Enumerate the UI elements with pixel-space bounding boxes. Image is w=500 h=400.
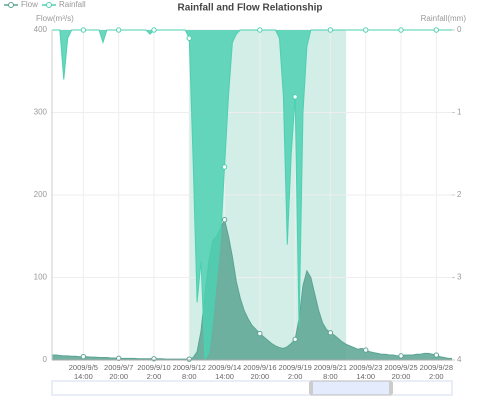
y-tick-label: 200 (34, 190, 48, 199)
x-tick-label: 2009/9/16 20:00 (243, 363, 277, 381)
y2-tick-label: 3 (457, 273, 462, 282)
point (363, 347, 369, 353)
y2-tick-label: 0 (457, 25, 462, 34)
legend-label: Rainfall (59, 0, 86, 9)
legend-marker (46, 2, 52, 8)
x-tick-label: 2009/9/12 8:00 (172, 363, 206, 381)
y-tick-label: 300 (34, 108, 48, 117)
x-tick-label: 2009/9/28 2:00 (419, 363, 453, 381)
series-area (52, 219, 452, 360)
x-tick-label: 2009/9/25 20:00 (384, 363, 418, 381)
x-tick-label: 2009/9/23 14:00 (349, 363, 383, 381)
point (151, 27, 157, 33)
x-tick-label: 2009/9/7 20:00 (104, 363, 134, 381)
zoom-slider[interactable] (51, 380, 453, 396)
point (433, 352, 440, 358)
point (327, 330, 334, 336)
y2-tick-label: 1 (457, 108, 462, 117)
plot (52, 27, 452, 362)
x-tick-label: 2009/9/14 14:00 (207, 363, 242, 381)
point (221, 217, 228, 223)
point (398, 353, 404, 359)
point (398, 27, 404, 33)
point (186, 35, 192, 41)
point (292, 336, 298, 343)
point (257, 27, 263, 33)
point (363, 27, 369, 33)
y-tick-label: 400 (34, 25, 48, 34)
point (292, 94, 298, 100)
x-tick-label: 2009/9/10 2:00 (137, 363, 171, 381)
point (433, 27, 440, 33)
point (80, 354, 87, 360)
y-axis-label: Flow(m³/s) (36, 14, 74, 23)
point (186, 356, 192, 362)
point (257, 330, 263, 337)
point (327, 27, 334, 33)
legend-label: Flow (21, 0, 38, 9)
x-tick-label: 2009/9/19 2:00 (278, 363, 312, 381)
zoom-handle[interactable] (309, 382, 313, 394)
y2-tick-label: 2 (457, 190, 462, 199)
point (115, 355, 122, 362)
point (221, 164, 228, 170)
y-tick-label: 100 (34, 273, 48, 282)
y2-tick-label: 4 (457, 355, 462, 364)
x-tick-label: 2009/9/21 8:00 (313, 363, 348, 381)
y2-axis-label: Rainfall(mm) (421, 14, 467, 23)
x-tick-label: 2009/9/5 14:00 (68, 363, 98, 381)
legend-marker (8, 2, 14, 8)
zoom-window[interactable] (310, 380, 392, 396)
point (115, 27, 122, 33)
point (80, 27, 87, 33)
zoom-handle[interactable] (389, 382, 393, 394)
y-tick-label: 0 (43, 355, 48, 364)
chart-title: Rainfall and Flow Relationship (177, 3, 322, 14)
